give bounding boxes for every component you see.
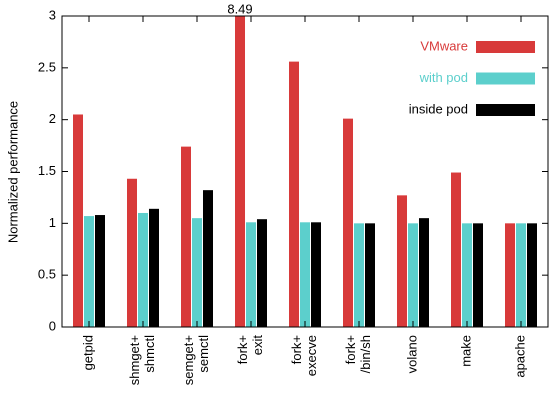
legend-label: VMware <box>420 38 468 53</box>
bar <box>408 223 418 327</box>
x-tick-label: semget+ <box>181 335 196 385</box>
y-tick-label: 0.5 <box>38 267 56 282</box>
x-tick-label: fork+ <box>289 335 304 364</box>
y-axis-label: Normalized performance <box>5 101 20 243</box>
bar <box>73 114 83 327</box>
x-tick-label: /bin/sh <box>358 335 373 373</box>
bar <box>95 215 105 327</box>
bar <box>84 216 94 327</box>
y-tick-label: 1 <box>49 215 56 230</box>
bar <box>343 118 353 327</box>
bar <box>257 219 267 327</box>
x-tick-label: shmctl <box>142 335 157 373</box>
bar <box>181 146 191 327</box>
bar <box>127 178 137 327</box>
bar <box>397 195 407 327</box>
legend-swatch <box>476 72 535 85</box>
bar <box>419 218 429 327</box>
bar <box>289 61 299 327</box>
x-tick-label: getpid <box>80 335 95 370</box>
y-tick-label: 3 <box>49 7 56 22</box>
bar <box>527 223 537 327</box>
bar <box>138 212 148 327</box>
bar <box>149 208 159 327</box>
y-tick-label: 1.5 <box>38 163 56 178</box>
bar <box>365 223 375 327</box>
y-tick-label: 2.5 <box>38 59 56 74</box>
bar <box>473 223 483 327</box>
bar <box>505 223 515 327</box>
bar <box>451 172 461 327</box>
y-tick-label: 2 <box>49 111 56 126</box>
bar <box>300 222 310 327</box>
bar <box>203 190 213 327</box>
legend-label: with pod <box>419 70 468 85</box>
x-tick-label: fork+ <box>343 335 358 364</box>
x-tick-label: execve <box>304 335 319 376</box>
x-tick-label: shmget+ <box>127 335 142 385</box>
plot-bars <box>73 16 537 327</box>
x-tick-label: fork+ <box>235 335 250 364</box>
bar <box>235 16 245 327</box>
bar <box>516 223 526 327</box>
x-tick-label: semctl <box>196 335 211 373</box>
bar <box>192 218 202 327</box>
x-tick-label: make <box>458 335 473 367</box>
bar <box>462 223 472 327</box>
legend-swatch <box>476 41 535 53</box>
y-tick-label: 0 <box>49 318 56 333</box>
bar <box>246 222 256 327</box>
data-label: 8.49 <box>227 1 252 16</box>
legend-label: inside pod <box>409 101 468 116</box>
legend-swatch <box>476 104 535 116</box>
x-tick-label: volano <box>404 335 419 373</box>
x-tick-label: exit <box>250 335 265 356</box>
x-tick-label: apache <box>512 335 527 378</box>
bar <box>311 222 321 327</box>
bar <box>354 223 364 327</box>
